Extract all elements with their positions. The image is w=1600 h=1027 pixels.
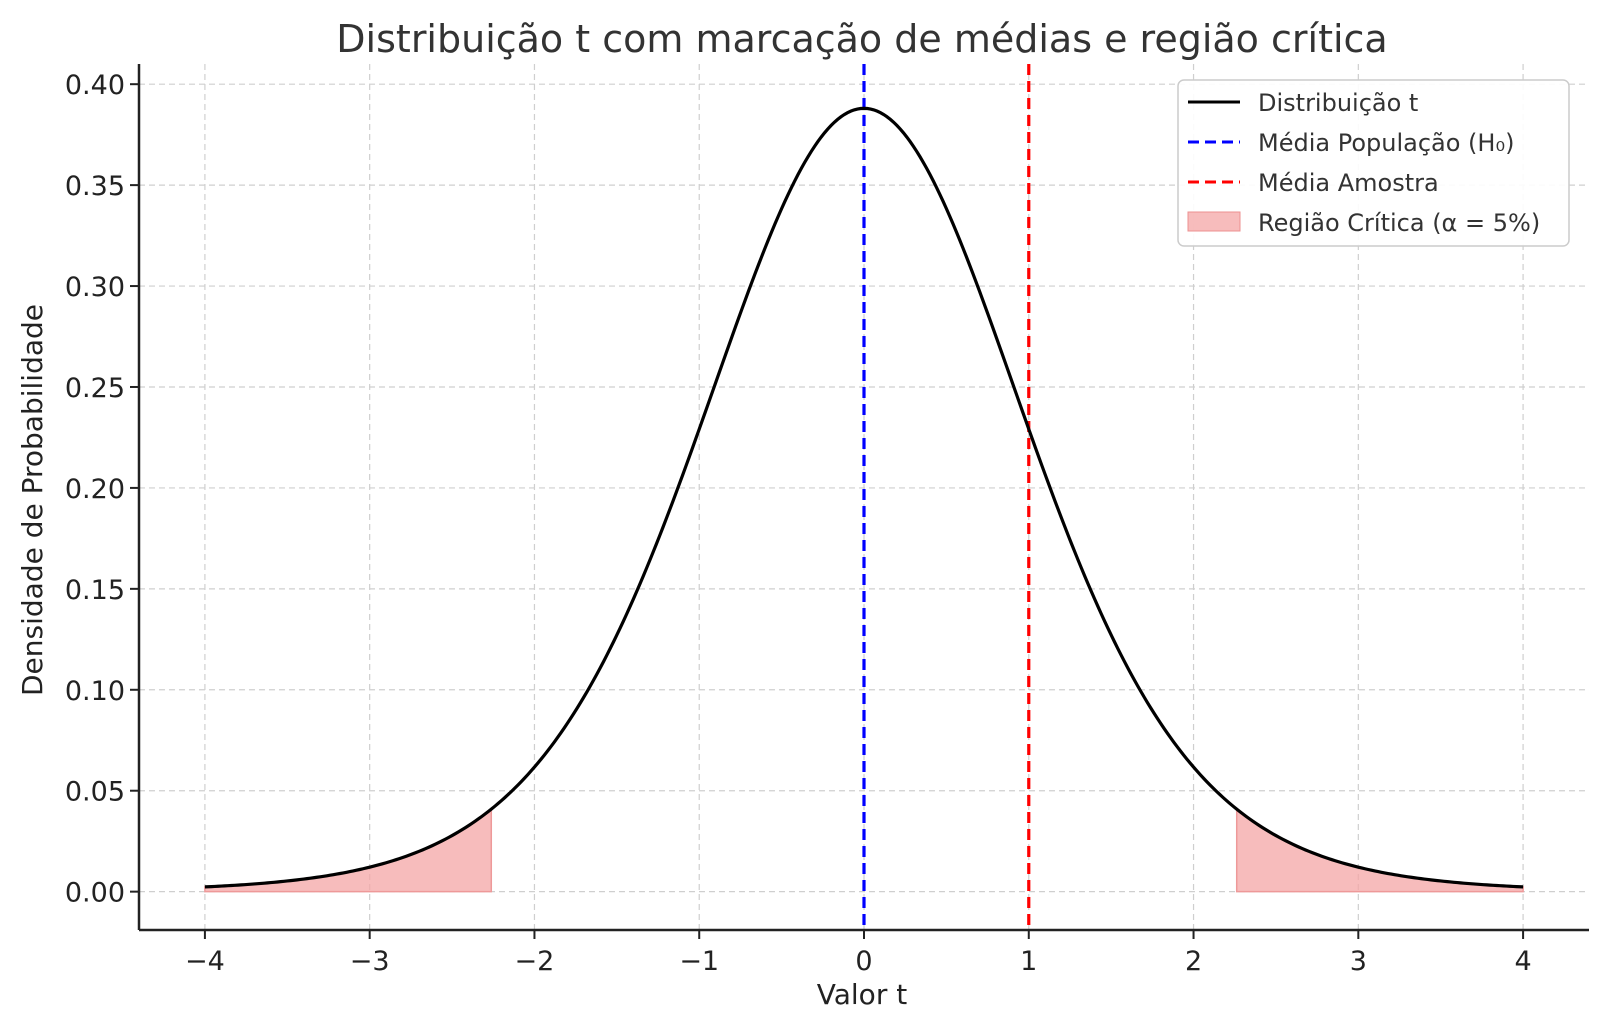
- distribution-curve-line: [204, 106, 1524, 889]
- y-tick-label-6: 0.30: [65, 272, 125, 303]
- y-tick-label-2: 0.10: [65, 676, 125, 707]
- legend-entry-critical-region: Região Crítica (α = 5%): [1258, 209, 1540, 237]
- legend: Distribuição t Média População (H₀) Médi…: [1177, 79, 1570, 247]
- legend-entry-sample-mean: Média Amostra: [1258, 169, 1439, 197]
- y-tick-label-4: 0.20: [65, 474, 125, 505]
- critical-region-left: [204, 807, 493, 893]
- y-tick-label-1: 0.05: [65, 777, 125, 808]
- y-tick-label-8: 0.40: [65, 70, 125, 101]
- x-tick-label-5: 1: [1020, 946, 1037, 977]
- legend-entry-curve: Distribuição t: [1258, 89, 1418, 117]
- mean-lines: [862, 64, 1031, 930]
- chart-title: Distribuição t com marcação de médias e …: [336, 17, 1387, 61]
- x-tick-label-2: −2: [515, 946, 555, 977]
- legend-entry-population-mean: Média População (H₀): [1258, 129, 1514, 157]
- x-axis-label: Valor t: [817, 978, 907, 1011]
- distribution-curve: [204, 106, 1524, 889]
- y-tick-label-7: 0.35: [65, 171, 125, 202]
- x-tick-label-1: −3: [350, 946, 390, 977]
- x-tick-label-0: −4: [185, 946, 225, 977]
- x-tick-label-7: 3: [1350, 946, 1367, 977]
- x-tick-label-4: 0: [855, 946, 872, 977]
- y-tick-label-5: 0.25: [65, 373, 125, 404]
- x-tick-label-6: 2: [1185, 946, 1202, 977]
- legend-box: [1177, 79, 1570, 247]
- y-tick-label-0: 0.00: [65, 878, 125, 909]
- x-tick-label-8: 4: [1514, 946, 1531, 977]
- y-tick-label-3: 0.15: [65, 575, 125, 606]
- y-axis-label: Densidade de Probabilidade: [16, 304, 49, 696]
- legend-swatch-critical-region: [1187, 211, 1241, 232]
- x-tick-label-3: −1: [679, 946, 719, 977]
- critical-region-right: [1235, 807, 1524, 893]
- tick-labels: −4 −3 −2 −1 0 1 2 3 4 0.00 0.05 0.10 0.15 0.20 0.25 0.3…: [65, 70, 1532, 977]
